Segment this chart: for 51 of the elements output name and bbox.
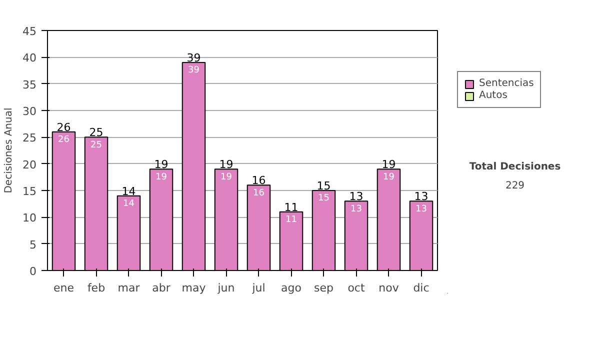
y-tick-label: 10 — [22, 212, 37, 225]
x-tick-label: feb — [87, 282, 106, 294]
x-tick-label: ene — [53, 282, 74, 294]
total-label: 13 — [414, 190, 428, 204]
data-label: 16 — [253, 188, 265, 198]
data-label: 19 — [220, 172, 232, 182]
total-label: 39 — [186, 52, 201, 64]
y-tick-label: 35 — [22, 78, 37, 92]
x-tick-label: jul — [251, 282, 266, 294]
data-label: 15 — [318, 194, 330, 204]
x-tick-label: oct — [348, 282, 366, 294]
data-label: 11 — [286, 215, 297, 226]
total-label: 16 — [252, 174, 266, 188]
total-label: 14 — [122, 184, 136, 198]
total-label: 19 — [154, 158, 168, 172]
y-tick-label: 45 — [22, 25, 37, 38]
total-label: 26 — [56, 120, 71, 134]
data-label: 19 — [156, 172, 168, 182]
y-tick-label: 15 — [22, 185, 37, 198]
y-tick-label: 0 — [30, 265, 36, 278]
text: 229 — [505, 180, 525, 192]
x-tick-label: abr — [152, 282, 171, 294]
y-tick-label: 40 — [22, 52, 37, 65]
total-label: 11 — [284, 200, 298, 214]
legend-label: Autos — [479, 90, 508, 101]
total-label: 19 — [219, 158, 234, 172]
legend-label: Sentencias — [479, 78, 534, 89]
x-tick-label: jun — [216, 282, 235, 294]
y-axis-title: Decisiones Anual — [4, 108, 15, 194]
x-tick-label: nov — [378, 282, 400, 294]
x-tick-label: may — [182, 282, 206, 294]
total-label: 13 — [349, 190, 364, 204]
data-label: 14 — [123, 199, 135, 210]
data-label: 19 — [383, 172, 395, 182]
data-label: 13 — [350, 204, 362, 214]
data-label: 26 — [58, 135, 70, 146]
text: Total Decisiones — [469, 162, 561, 173]
total-label: 15 — [316, 180, 331, 192]
data-label: 25 — [90, 140, 102, 150]
y-tick-label: 30 — [22, 105, 37, 118]
x-tick-label: ago — [281, 282, 302, 294]
x-tick-label: mar — [118, 282, 140, 294]
total-label: 19 — [382, 158, 396, 172]
data-label: 39 — [188, 66, 200, 76]
y-tick-label: 25 — [22, 132, 37, 145]
y-tick-label: 5 — [30, 238, 36, 252]
total-label: 25 — [89, 126, 104, 140]
y-tick-label: 20 — [22, 158, 37, 172]
x-tick-label: sep — [314, 282, 334, 294]
x-tick-label: dic — [413, 282, 430, 294]
data-label: 13 — [416, 204, 427, 214]
